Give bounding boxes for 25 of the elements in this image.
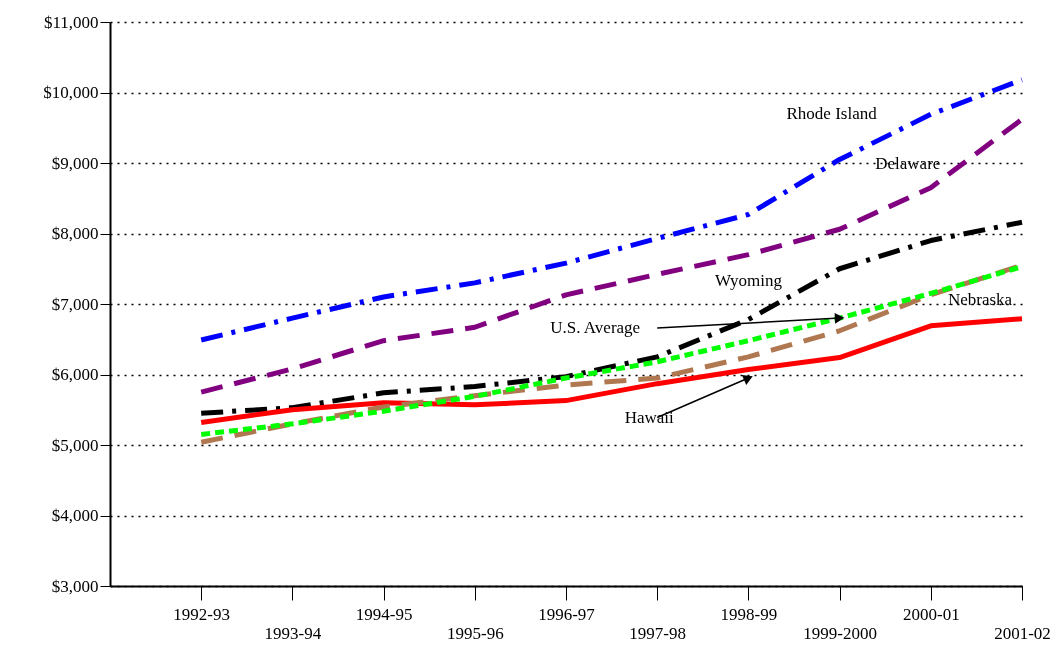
y-tick-label: $4,000 <box>51 506 99 525</box>
y-tick-label: $11,000 <box>43 12 99 32</box>
series-label: Hawaii <box>624 407 675 427</box>
x-tick-label: 1998-99 <box>720 604 778 624</box>
y-tick-label: $3,000 <box>51 576 99 596</box>
x-tick-label: 2000-01 <box>902 604 960 624</box>
y-tick-label: $7,000 <box>51 294 99 314</box>
x-tick-label: 1992-93 <box>173 604 231 624</box>
y-tick-label: $5,000 <box>51 435 99 455</box>
x-tick-label: 2001-02 <box>994 623 1051 643</box>
y-tick-label: $8,000 <box>51 224 99 243</box>
x-tick-label: 1999-2000 <box>803 623 877 643</box>
x-tick-label: 1997-98 <box>629 623 687 643</box>
x-tick-label: 1995-96 <box>446 623 504 643</box>
y-tick-label: $6,000 <box>51 365 99 384</box>
y-tick-label: $9,000 <box>51 153 99 173</box>
series-label: Wyoming <box>714 270 783 290</box>
series-label: Delaware <box>875 153 941 173</box>
series-label: Rhode Island <box>786 103 878 123</box>
x-tick-label: 1993-94 <box>264 623 322 643</box>
y-tick-label: $10,000 <box>43 83 99 102</box>
x-tick-label: 1994-95 <box>355 604 413 624</box>
series-label: Nebraska <box>947 289 1013 309</box>
series-label: U.S. Average <box>550 317 641 337</box>
x-tick-label: 1996-97 <box>538 604 596 624</box>
